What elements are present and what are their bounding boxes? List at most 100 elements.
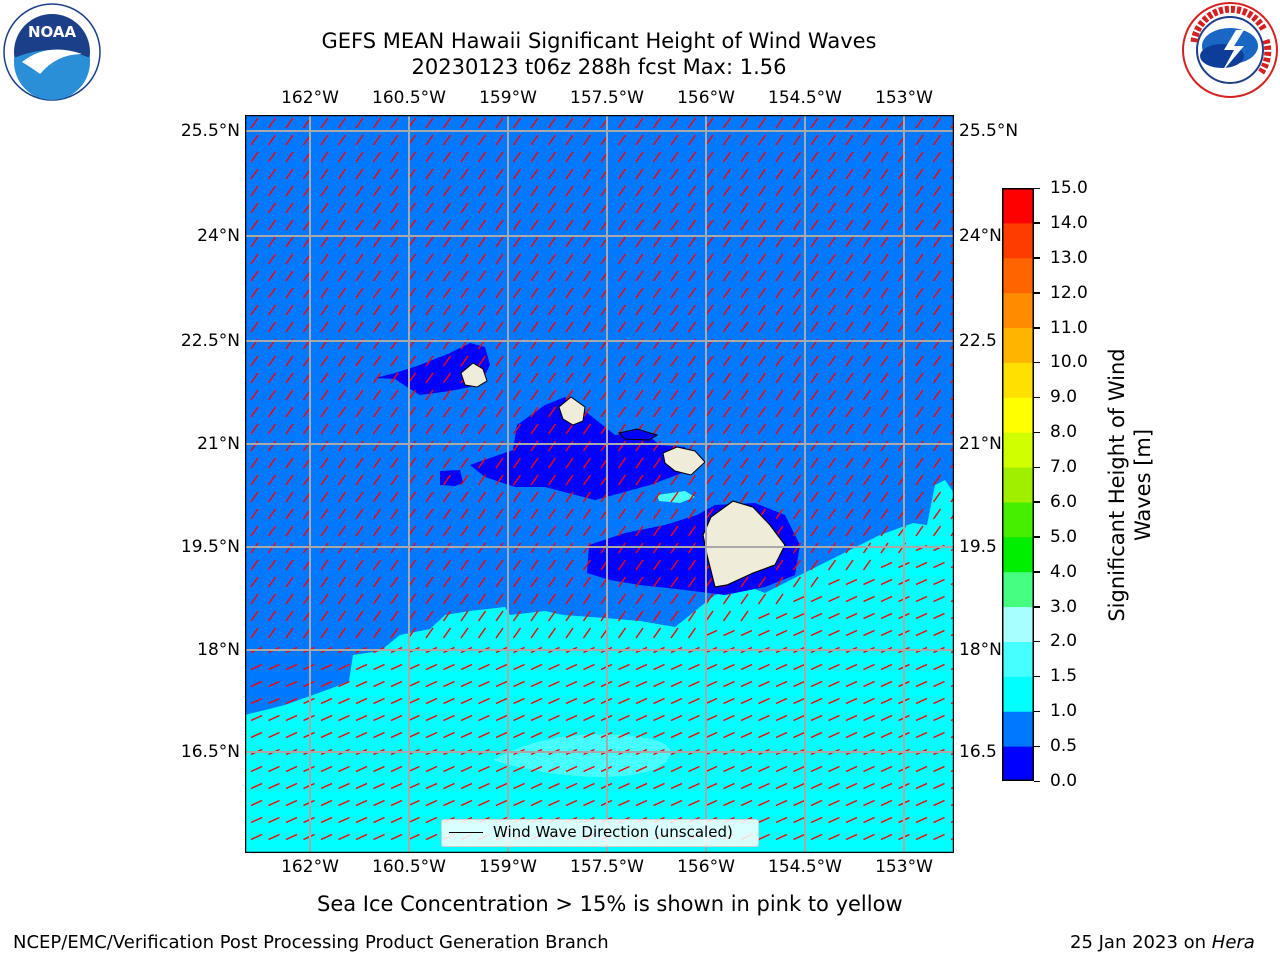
wave-direction-arrow [740,765,753,773]
wave-direction-arrow [442,593,452,605]
wave-direction-arrow [390,168,399,180]
wave-direction-arrow [617,593,627,605]
wave-direction-arrow [495,440,504,452]
wave-direction-arrow [355,474,364,486]
wave-direction-arrow [548,680,560,688]
colorbar-segment [1002,188,1034,224]
wave-band-1.5-2.0 [493,734,671,777]
machine-name: Hera [1211,932,1255,953]
wave-direction-arrow [635,525,644,537]
wave-direction-arrow [810,219,819,231]
wave-direction-arrow [512,270,522,282]
wave-direction-arrow [863,816,875,824]
wave-direction-arrow [687,627,697,639]
wave-direction-arrow [530,423,539,435]
wave-direction-arrow [547,151,557,163]
wave-direction-arrow [670,151,679,163]
wave-direction-arrow [617,576,627,588]
wave-direction-arrow [862,202,872,214]
wave-direction-arrow [442,440,452,452]
wave-direction-arrow [320,389,329,401]
wave-direction-arrow [547,423,557,435]
wave-direction-arrow [652,389,662,401]
wave-direction-arrow [775,782,788,790]
wave-direction-arrow [442,525,452,537]
wave-direction-arrow [477,185,487,197]
wave-direction-arrow [250,202,259,214]
wave-direction-arrow [267,253,277,265]
wave-direction-arrow [442,304,452,316]
wave-direction-arrow [250,559,259,571]
wave-direction-arrow [758,765,770,773]
wave-direction-arrow [442,423,452,435]
wave-direction-arrow [705,593,714,605]
wave-direction-arrow [792,491,802,503]
wave-direction-arrow [687,287,697,299]
wave-direction-arrow [530,151,539,163]
wave-direction-arrow [250,457,259,469]
wave-direction-arrow [880,355,889,367]
wave-direction-arrow [373,697,385,705]
wave-direction-arrow [268,680,280,688]
lat-tick-left-1: 25.5°N [180,121,240,141]
wave-direction-arrow [652,576,662,588]
wave-direction-arrow [915,134,924,146]
wave-direction-arrow [810,816,823,824]
wave-direction-arrow [845,816,858,824]
wave-direction-arrow [285,680,298,688]
colorbar-tick-label: 13.0 [1050,247,1088,268]
nws-logo-icon [1182,2,1278,98]
wave-direction-arrow [320,406,329,418]
wave-direction-arrow [722,406,732,418]
wave-direction-arrow [880,697,893,705]
wave-direction-arrow [547,457,557,469]
wave-direction-arrow [477,270,487,282]
wave-direction-arrow [880,406,889,418]
wave-direction-arrow [705,168,714,180]
wave-direction-arrow [652,627,662,639]
wave-direction-arrow [372,491,382,503]
wave-direction-arrow [845,270,854,282]
wave-direction-arrow [845,782,858,790]
wave-direction-arrow [635,680,648,688]
wave-direction-arrow [337,423,347,435]
wave-direction-arrow [373,816,385,824]
wave-direction-arrow [442,134,452,146]
wave-direction-arrow [635,610,644,622]
lon-tick-top-2: 160.5°W [372,88,446,108]
colorbar-tick-mark [1034,675,1040,678]
wave-direction-arrow [810,782,823,790]
wave-direction-arrow [862,474,872,486]
wave-direction-arrow [250,389,259,401]
wave-direction-arrow [775,508,784,520]
wave-direction-arrow [495,680,508,688]
wave-direction-arrow [932,202,942,214]
lat-tick-left-7: 16.5°N [180,742,240,762]
wave-direction-arrow [793,697,805,705]
wave-direction-arrow [250,491,259,503]
wave-direction-arrow [565,440,574,452]
wave-direction-arrow [513,765,525,773]
wave-direction-arrow [635,236,644,248]
wave-direction-arrow [933,833,945,841]
wave-direction-arrow [705,610,714,622]
wave-direction-arrow [915,731,928,739]
wave-direction-arrow [565,287,574,299]
wave-direction-arrow [478,782,490,790]
wave-direction-arrow [827,134,837,146]
wave-direction-arrow [635,151,644,163]
wave-direction-arrow [320,134,329,146]
wave-direction-arrow [425,202,434,214]
colorbar-ticks: 0.0 0.5 1.0 1.5 2.0 3.0 4.0 5.0 6.0 7.0 8.0 9.0 10.0… [1034,178,1100,791]
wave-direction-arrow [512,219,522,231]
wave-direction-arrow [267,202,277,214]
wave-direction-arrow [443,680,455,688]
lat-tick-left-4: 21°N [197,434,240,454]
wave-direction-arrow [775,185,784,197]
wave-direction-arrow [512,168,522,180]
wave-direction-arrow [950,411,954,418]
wave-direction-arrow [862,287,872,299]
wave-direction-arrow [390,151,399,163]
wave-direction-arrow [828,799,840,807]
wave-direction-arrow [390,236,399,248]
